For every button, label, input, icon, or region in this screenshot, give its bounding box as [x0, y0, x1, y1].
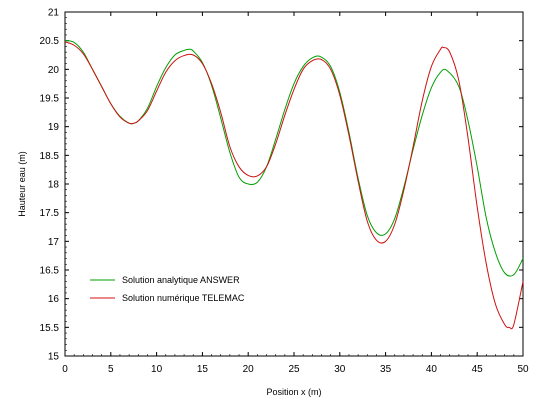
y-tick-label: 15 — [48, 352, 60, 363]
x-tick-label: 0 — [62, 364, 68, 375]
legend: Solution analytique ANSWER Solution numé… — [90, 275, 245, 303]
y-tick-label: 17.5 — [40, 208, 60, 219]
x-tick-label: 5 — [108, 364, 114, 375]
x-axis-label: Position x (m) — [266, 387, 321, 397]
y-tick-label: 19 — [48, 122, 60, 133]
x-tick-label: 30 — [334, 364, 346, 375]
x-tick-label: 20 — [243, 364, 255, 375]
x-axis: 0 5 10 15 20 25 30 35 40 45 50 — [62, 12, 529, 375]
x-tick-label: 35 — [380, 364, 392, 375]
y-axis: 15 15.5 16 16.5 17 17.5 18 18.5 19 19.5 20 20.5 21 — [40, 8, 523, 363]
legend-label-numerique: Solution numérique TELEMAC — [122, 293, 245, 303]
series-layer — [64, 40, 524, 330]
y-axis-label: Hauteur eau (m) — [17, 151, 27, 217]
y-tick-label: 16.5 — [40, 266, 60, 277]
y-tick-label: 17 — [48, 237, 60, 248]
x-tick-label: 10 — [151, 364, 163, 375]
x-tick-label: 25 — [288, 364, 300, 375]
x-tick-label: 50 — [517, 364, 529, 375]
y-tick-label: 19.5 — [40, 94, 60, 105]
y-tick-label: 20 — [48, 65, 60, 76]
y-tick-label: 21 — [48, 8, 60, 19]
y-tick-label: 18.5 — [40, 151, 60, 162]
legend-label-analytique: Solution analytique ANSWER — [122, 275, 240, 285]
y-tick-label: 15.5 — [40, 323, 60, 334]
y-tick-label: 20.5 — [40, 36, 60, 47]
series-line-numerique — [64, 41, 524, 330]
series-line-analytique — [64, 40, 524, 277]
x-tick-label: 40 — [426, 364, 438, 375]
y-tick-label: 16 — [48, 294, 60, 305]
y-tick-label: 18 — [48, 180, 60, 191]
x-tick-label: 45 — [472, 364, 484, 375]
x-tick-label: 15 — [197, 364, 209, 375]
